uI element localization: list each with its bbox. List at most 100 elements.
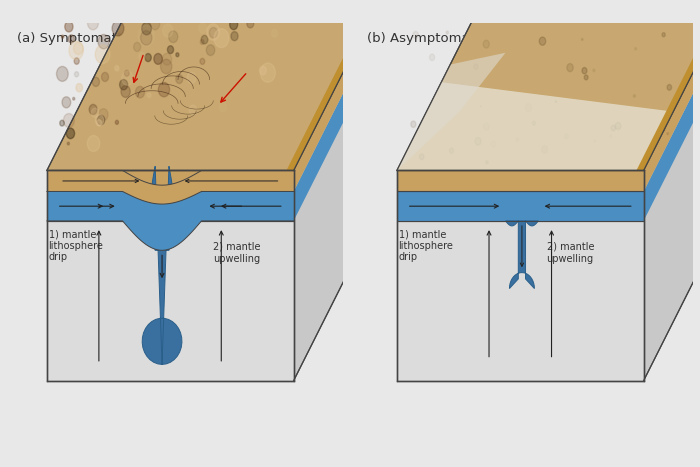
Circle shape (122, 71, 133, 85)
Circle shape (430, 54, 435, 61)
Circle shape (260, 63, 275, 82)
Text: 1) mantle
lithosphere
drip: 1) mantle lithosphere drip (398, 229, 454, 262)
Circle shape (491, 141, 496, 147)
Circle shape (262, 4, 270, 14)
Circle shape (121, 85, 130, 98)
Circle shape (564, 134, 568, 139)
Circle shape (582, 68, 587, 74)
Circle shape (275, 3, 279, 8)
Circle shape (69, 41, 83, 60)
Circle shape (176, 53, 179, 57)
Circle shape (239, 11, 241, 14)
Circle shape (145, 54, 151, 62)
Circle shape (147, 93, 151, 98)
Circle shape (154, 54, 162, 64)
Circle shape (59, 1, 66, 11)
Circle shape (201, 35, 208, 44)
Circle shape (209, 28, 218, 38)
Polygon shape (47, 0, 382, 170)
Text: (a) Symptomatic Drip: (a) Symptomatic Drip (18, 32, 160, 45)
Polygon shape (47, 221, 294, 381)
Circle shape (199, 23, 206, 33)
Circle shape (99, 109, 108, 120)
Polygon shape (644, 15, 700, 221)
Polygon shape (294, 0, 382, 381)
Polygon shape (142, 166, 182, 364)
Circle shape (635, 48, 636, 50)
Text: (b) Asymptomatic Drip: (b) Asymptomatic Drip (368, 32, 519, 45)
Text: convergent
structures: convergent structures (248, 63, 303, 85)
Circle shape (62, 35, 64, 38)
Circle shape (57, 66, 68, 81)
Circle shape (97, 120, 102, 126)
Polygon shape (122, 191, 202, 250)
Circle shape (74, 42, 83, 55)
Circle shape (411, 121, 416, 127)
Circle shape (102, 72, 108, 82)
Polygon shape (122, 170, 202, 204)
Circle shape (176, 75, 183, 84)
Circle shape (532, 121, 536, 125)
Circle shape (162, 24, 173, 37)
Circle shape (141, 22, 151, 35)
Circle shape (486, 161, 488, 164)
Circle shape (480, 106, 482, 107)
Polygon shape (286, 0, 382, 170)
Circle shape (446, 31, 449, 34)
Circle shape (116, 120, 118, 124)
Circle shape (168, 12, 174, 19)
Circle shape (138, 26, 154, 46)
Polygon shape (47, 170, 294, 191)
Circle shape (116, 67, 119, 71)
Circle shape (167, 46, 174, 54)
Circle shape (516, 138, 519, 142)
Polygon shape (47, 191, 122, 221)
Circle shape (67, 142, 69, 145)
Circle shape (610, 135, 612, 137)
Circle shape (542, 145, 548, 153)
Circle shape (187, 72, 196, 84)
Circle shape (88, 135, 100, 151)
Circle shape (143, 10, 147, 15)
Circle shape (594, 140, 596, 142)
Circle shape (231, 32, 238, 41)
Circle shape (667, 133, 668, 135)
Circle shape (667, 85, 671, 90)
Circle shape (555, 101, 556, 102)
Circle shape (148, 11, 153, 17)
Polygon shape (397, 53, 505, 170)
Circle shape (235, 8, 241, 17)
Circle shape (160, 59, 172, 74)
Circle shape (472, 11, 474, 14)
Circle shape (260, 66, 266, 75)
Circle shape (136, 86, 144, 98)
Circle shape (74, 58, 79, 64)
Circle shape (66, 128, 75, 139)
Circle shape (427, 13, 430, 17)
Polygon shape (202, 170, 294, 191)
Polygon shape (397, 191, 644, 221)
Circle shape (200, 58, 205, 64)
Circle shape (95, 115, 104, 126)
Circle shape (120, 79, 127, 90)
Circle shape (131, 3, 134, 7)
Circle shape (200, 40, 204, 44)
Polygon shape (644, 0, 700, 381)
Circle shape (484, 123, 489, 130)
Circle shape (525, 104, 531, 112)
Circle shape (449, 148, 454, 154)
Circle shape (73, 97, 75, 100)
Circle shape (118, 33, 120, 36)
Circle shape (89, 104, 97, 114)
Circle shape (74, 71, 78, 77)
Circle shape (582, 38, 583, 40)
Circle shape (584, 75, 588, 80)
Circle shape (139, 52, 146, 60)
Polygon shape (47, 170, 122, 191)
Text: 2) mantle
upwelling: 2) mantle upwelling (214, 242, 261, 263)
Polygon shape (47, 191, 294, 221)
Circle shape (92, 77, 99, 86)
Circle shape (68, 35, 74, 43)
Text: 2) mantle
upwelling: 2) mantle upwelling (547, 242, 594, 263)
Circle shape (141, 31, 152, 45)
